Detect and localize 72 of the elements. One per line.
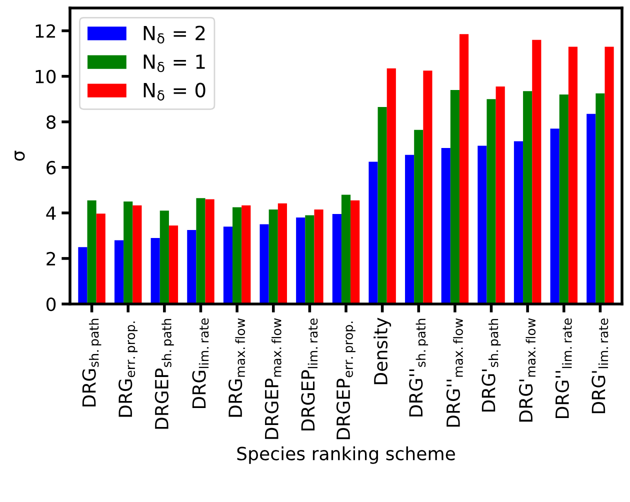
bar xyxy=(568,46,578,304)
bar xyxy=(96,214,106,304)
bar xyxy=(559,94,568,304)
bar xyxy=(232,207,242,304)
bar xyxy=(242,205,251,304)
x-tick-label: DRG'$_{lim.rate}$ xyxy=(592,318,608,414)
legend-label: N$_{δ}$ = 1 xyxy=(144,54,205,72)
bar xyxy=(78,247,88,304)
bar xyxy=(486,99,496,304)
x-tick-label: DRG'$_{max.flow}$ xyxy=(519,318,536,422)
x-tick-label: DRGEP$_{sh.path}$ xyxy=(154,318,174,429)
bar xyxy=(450,90,460,304)
bar xyxy=(586,114,596,304)
bar xyxy=(378,107,387,304)
bar xyxy=(550,128,560,304)
bar xyxy=(296,217,306,304)
x-tick-label: DRG'$_{sh.path}$ xyxy=(482,318,501,412)
bar xyxy=(205,199,214,304)
y-tick-label: 4 xyxy=(46,206,56,220)
bar xyxy=(386,68,396,304)
bar xyxy=(87,200,96,304)
bar xyxy=(305,215,314,304)
bar xyxy=(278,203,287,304)
bar xyxy=(459,34,469,304)
x-tick-label: Density xyxy=(374,318,392,384)
bar xyxy=(596,93,605,304)
x-tick-label: DRGEP$_{lim.rate}$ xyxy=(301,318,318,430)
legend-label: N$_{δ}$ = 0 xyxy=(144,82,206,101)
y-tick-label: 10 xyxy=(36,70,56,84)
bar xyxy=(350,200,360,304)
bar xyxy=(168,225,178,304)
x-tick-label: DRG$_{err.prop.}$ xyxy=(118,322,138,417)
y-tick-label: 8 xyxy=(46,115,56,129)
bar xyxy=(160,210,169,304)
bar xyxy=(532,40,542,304)
bar xyxy=(368,162,378,304)
bar xyxy=(496,86,505,304)
bar xyxy=(314,210,324,304)
bar xyxy=(150,238,160,304)
x-tick-label: DRG''$_{lim.rate}$ xyxy=(555,318,572,418)
legend-label: N$_{δ}$ = 2 xyxy=(144,26,205,44)
x-axis-title: Species ranking scheme xyxy=(237,446,455,464)
bar xyxy=(332,214,342,304)
y-tick-label: 2 xyxy=(46,252,55,266)
x-tick-label: DRG''$_{max.flow}$ xyxy=(446,318,463,427)
bar xyxy=(405,154,414,304)
x-tick-label: DRG''$_{sh.path}$ xyxy=(409,318,428,416)
bar xyxy=(414,130,424,304)
bar xyxy=(187,230,196,304)
x-tick-label: DRG$_{sh.path}$ xyxy=(82,318,102,406)
bar xyxy=(196,198,206,304)
y-tick-label: 0 xyxy=(46,297,56,312)
x-tick-label: DRG$_{lim.rate}$ xyxy=(192,318,209,408)
bar xyxy=(441,148,450,304)
bar xyxy=(478,146,487,304)
bar xyxy=(114,240,124,304)
bar xyxy=(423,70,432,304)
bar xyxy=(132,205,142,304)
bar xyxy=(124,202,133,304)
bar xyxy=(514,141,524,304)
y-axis-title: σ xyxy=(14,150,25,161)
bar xyxy=(523,91,532,304)
x-tick-label: DRGEP$_{max.flow}$ xyxy=(264,318,282,439)
x-tick-label: DRGEP$_{err.prop.}$ xyxy=(336,322,356,440)
bar xyxy=(604,46,614,304)
bar xyxy=(260,224,269,304)
y-tick-label: 12 xyxy=(36,24,55,38)
bar xyxy=(268,210,278,304)
bar xyxy=(223,226,233,304)
bar xyxy=(341,194,351,304)
x-tick-label: DRG$_{max.flow}$ xyxy=(228,318,246,417)
y-tick-label: 6 xyxy=(46,160,56,174)
